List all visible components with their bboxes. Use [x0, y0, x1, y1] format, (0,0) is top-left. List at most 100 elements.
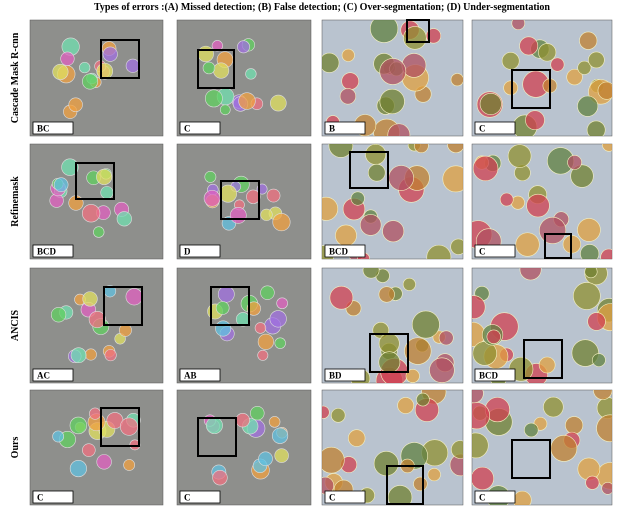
- cell: [380, 58, 406, 84]
- cell: [277, 298, 288, 309]
- error-tag: B: [329, 124, 335, 134]
- cell: [93, 227, 104, 238]
- cell: [270, 311, 287, 328]
- cell: [205, 171, 216, 182]
- cell: [83, 292, 98, 307]
- error-tag: C: [479, 493, 486, 503]
- cell: [568, 155, 582, 169]
- cell: [97, 454, 112, 469]
- cell: [236, 413, 250, 427]
- cell: [508, 145, 531, 168]
- cell: [463, 402, 490, 429]
- cell: [69, 98, 83, 112]
- cell: [250, 406, 264, 420]
- cell: [551, 58, 564, 71]
- cell: [206, 417, 222, 433]
- cell: [363, 262, 379, 278]
- cell: [370, 15, 398, 43]
- cell: [126, 59, 140, 73]
- cell: [360, 214, 381, 235]
- cell: [439, 331, 453, 345]
- cell: [198, 46, 214, 62]
- error-tag: AC: [37, 371, 50, 381]
- cell: [598, 82, 615, 99]
- panel-image: B: [320, 15, 464, 146]
- cell: [270, 95, 286, 111]
- error-tag: BCD: [479, 371, 499, 381]
- image-background: [30, 390, 163, 505]
- panel-image: BCD: [312, 133, 469, 269]
- cell: [539, 217, 566, 244]
- cell: [365, 144, 385, 164]
- cell: [255, 323, 266, 334]
- cell: [471, 467, 494, 490]
- cell: [267, 189, 280, 202]
- panel-image: AB: [177, 268, 311, 383]
- error-tag: C: [184, 493, 191, 503]
- cell: [414, 139, 428, 153]
- cell: [261, 209, 273, 221]
- figure-title: Types of errors :(A) Missed detection; (…: [94, 2, 550, 13]
- cell: [473, 156, 498, 181]
- cell: [462, 296, 485, 319]
- cell: [379, 287, 395, 303]
- cell: [447, 136, 464, 153]
- cell: [513, 491, 531, 508]
- cell: [368, 164, 385, 181]
- cell: [602, 482, 614, 494]
- cell: [258, 350, 268, 360]
- cell: [218, 286, 234, 302]
- error-tag: BD: [329, 371, 342, 381]
- error-tag: BCD: [329, 247, 349, 257]
- cell: [117, 212, 132, 227]
- cell: [379, 352, 400, 373]
- image-background: [177, 144, 311, 259]
- cell: [516, 233, 540, 257]
- cell: [388, 124, 410, 146]
- cell: [428, 468, 441, 481]
- cell: [512, 17, 525, 30]
- error-tag: AB: [184, 371, 197, 381]
- cell: [579, 32, 597, 50]
- cell: [588, 313, 606, 331]
- row-label: Refinemask: [10, 176, 21, 227]
- cell: [487, 330, 501, 344]
- cell: [318, 447, 344, 473]
- cell: [342, 73, 359, 90]
- cell: [204, 190, 220, 206]
- cell: [451, 239, 467, 255]
- cell: [504, 81, 518, 95]
- cell: [416, 393, 429, 406]
- cell: [577, 96, 597, 116]
- cell: [580, 244, 598, 262]
- cell: [314, 197, 337, 220]
- error-tag: D: [184, 247, 191, 257]
- error-tag: C: [37, 493, 44, 503]
- cell: [443, 166, 469, 192]
- cell: [429, 358, 454, 383]
- cell: [551, 435, 577, 461]
- cell: [465, 384, 484, 403]
- cell: [259, 452, 273, 466]
- cell: [317, 406, 330, 419]
- cell: [105, 349, 116, 360]
- cell: [565, 417, 583, 435]
- cell: [213, 63, 228, 78]
- cell: [70, 460, 86, 476]
- cell: [96, 169, 111, 184]
- cell: [502, 52, 519, 69]
- cell: [379, 333, 399, 353]
- cell: [82, 74, 97, 89]
- cell: [588, 52, 604, 68]
- cell: [89, 408, 100, 419]
- cell: [340, 88, 356, 104]
- cell: [520, 37, 538, 55]
- cell: [54, 178, 68, 192]
- row-label: Cascade Mask R-cnn: [10, 32, 21, 123]
- cell: [587, 121, 605, 139]
- cell: [269, 416, 280, 427]
- cell: [403, 278, 415, 290]
- cell: [273, 213, 290, 230]
- cell: [120, 418, 137, 435]
- cell: [79, 62, 90, 73]
